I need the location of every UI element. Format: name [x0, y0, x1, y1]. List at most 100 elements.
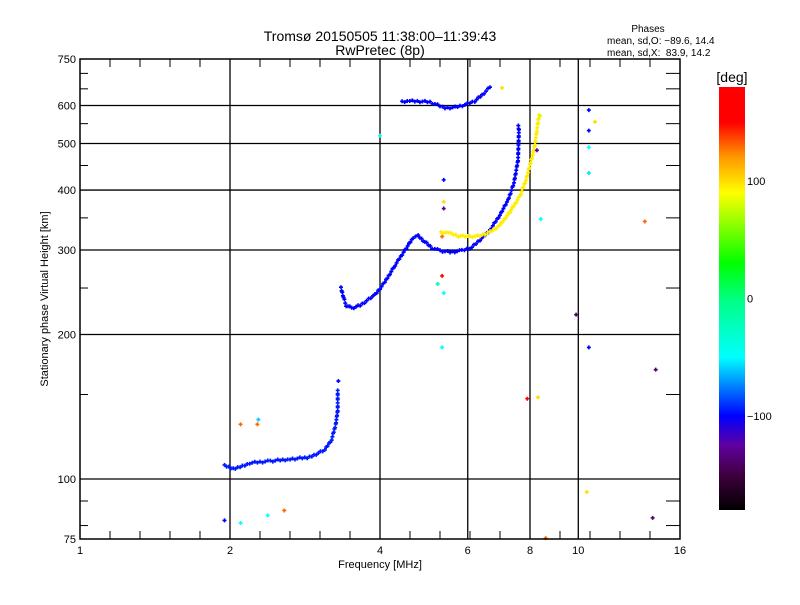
trace-point — [445, 248, 450, 253]
trace-point — [268, 458, 273, 463]
trace-point — [509, 188, 514, 193]
trace-point — [453, 232, 458, 237]
trace-point — [514, 200, 519, 205]
trace-point — [488, 85, 493, 90]
trace-point — [484, 89, 489, 94]
trace-point — [270, 459, 275, 464]
trace-point — [382, 280, 387, 285]
trace-point — [424, 240, 429, 245]
scatter-point — [282, 508, 287, 513]
trace-point — [455, 249, 460, 254]
trace-point — [288, 457, 293, 462]
trace-point — [379, 284, 384, 289]
scatter-point — [642, 219, 647, 224]
scatter-point — [378, 133, 382, 138]
trace-point — [474, 241, 479, 246]
x-tick-label: 6 — [465, 545, 471, 557]
trace-point — [275, 457, 280, 462]
trace-point — [404, 246, 409, 251]
trace-point — [374, 291, 379, 296]
scatter-point — [441, 206, 446, 211]
trace-point — [508, 191, 513, 196]
scatter-point — [440, 234, 445, 239]
trace-point — [290, 456, 295, 461]
trace-point — [460, 104, 465, 109]
trace-point — [438, 248, 443, 253]
trace-point — [397, 257, 402, 262]
trace-point — [472, 234, 477, 239]
x-tick-label: 16 — [674, 545, 686, 557]
trace-point — [413, 234, 418, 239]
trace-point — [389, 269, 394, 274]
trace-point — [462, 248, 467, 253]
trace-point — [428, 99, 433, 104]
trace-point — [493, 226, 498, 231]
trace-point — [297, 455, 302, 460]
trace-point — [440, 104, 445, 109]
trace-point — [455, 105, 460, 110]
x-tick-label: 8 — [527, 545, 533, 557]
trace-point — [467, 101, 472, 106]
trace-point — [467, 246, 472, 251]
trace-point — [242, 463, 247, 468]
y-axis-label: Stationary phase Virtual Height [km] — [39, 211, 51, 386]
trace-point — [428, 244, 433, 249]
y-tick-label: 300 — [58, 245, 76, 257]
trace-point — [325, 444, 330, 449]
y-tick-label: 75 — [64, 534, 76, 546]
trace-point — [342, 297, 347, 302]
x-tick-label: 10 — [572, 545, 584, 557]
scatter-point — [586, 345, 591, 350]
phase-stats-title: Phases — [631, 24, 664, 35]
trace-point — [472, 99, 477, 104]
scatter-point — [441, 177, 446, 182]
trace-point — [368, 296, 373, 301]
scatter-point — [535, 395, 540, 400]
trace-point — [387, 272, 392, 277]
trace-point — [340, 290, 345, 295]
trace-point — [485, 231, 490, 236]
trace-point — [400, 99, 405, 104]
trace-point — [252, 459, 257, 464]
trace-point — [496, 215, 501, 220]
colorbar-tick-label: 100 — [747, 176, 765, 188]
trace-point — [300, 456, 305, 461]
scatter-point — [435, 281, 440, 286]
trace-point — [504, 199, 509, 204]
y-tick-label: 200 — [58, 330, 76, 342]
trace-point — [250, 460, 255, 465]
trace-point — [238, 465, 243, 470]
trace-point — [497, 223, 502, 228]
trace-point — [448, 250, 453, 255]
trace-point — [226, 464, 231, 469]
trace-point — [343, 301, 348, 306]
trace-point — [482, 91, 487, 96]
trace-point — [410, 98, 415, 103]
trace-point — [512, 176, 517, 181]
trace-point — [280, 457, 285, 462]
trace-point — [516, 123, 521, 128]
trace-point — [222, 462, 227, 467]
trace-point — [402, 100, 407, 105]
trace-point — [512, 180, 517, 185]
phase-stats-x: mean, sd,X: 83.9, 14.2 — [607, 48, 711, 59]
trace-point — [489, 229, 494, 234]
trace-point — [475, 233, 480, 238]
trace-point — [448, 230, 453, 235]
trace-point — [338, 285, 343, 290]
trace-point — [445, 105, 450, 110]
trace-point — [470, 235, 475, 240]
trace-point — [497, 213, 502, 218]
trace-point — [505, 213, 510, 218]
trace-point — [514, 168, 519, 173]
trace-point — [435, 246, 440, 251]
colorbar-label: [deg] — [716, 69, 747, 85]
x-tick-label: 4 — [377, 545, 383, 557]
chart-title: Tromsø 20150505 11:38:00–11:39:43 — [264, 28, 497, 44]
plot-frame — [79, 58, 681, 540]
colorbar-gradient — [719, 87, 745, 510]
grid-lines — [80, 59, 680, 539]
trace-point — [493, 219, 498, 224]
trace-point — [506, 196, 511, 201]
